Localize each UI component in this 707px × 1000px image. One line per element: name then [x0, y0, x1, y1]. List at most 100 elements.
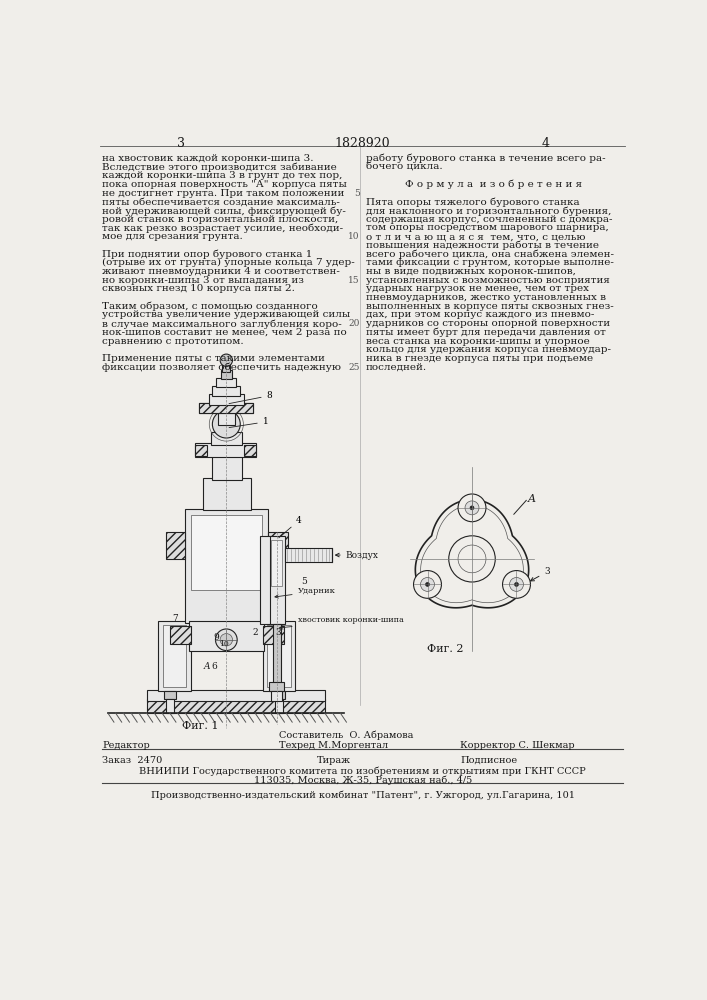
Text: в случае максимального заглубления коро-: в случае максимального заглубления коро- — [103, 319, 342, 329]
Bar — [158, 620, 191, 691]
Text: сквозных гнезд 10 корпуса пяты 2.: сквозных гнезд 10 корпуса пяты 2. — [103, 284, 296, 293]
Bar — [146, 690, 325, 701]
Text: Фиг. 1: Фиг. 1 — [182, 721, 219, 731]
Text: Фиг. 2: Фиг. 2 — [426, 644, 463, 654]
Text: 9: 9 — [214, 633, 219, 642]
Circle shape — [449, 536, 495, 582]
Text: Техред М.Моргентал: Техред М.Моргентал — [279, 741, 388, 750]
Circle shape — [212, 410, 240, 438]
Text: сравнению с прототипом.: сравнению с прототипом. — [103, 337, 244, 346]
Text: 113035, Москва, Ж-35, Раушская наб., 4/5: 113035, Москва, Ж-35, Раушская наб., 4/5 — [254, 775, 472, 785]
Text: Тираж: Тираж — [317, 756, 351, 765]
Bar — [223, 363, 230, 372]
Text: Производственно-издательский комбинат "Патент", г. Ужгород, ул.Гагарина, 101: Производственно-издательский комбинат "П… — [151, 791, 575, 800]
Text: том опоры посредством шарового шарнира,: том опоры посредством шарового шарнира, — [366, 223, 609, 232]
Text: Воздух: Воздух — [336, 551, 379, 560]
Text: пока опорная поверхность "А" корпуса пяты: пока опорная поверхность "А" корпуса пят… — [103, 180, 347, 189]
Bar — [273, 691, 285, 699]
Bar — [199, 403, 253, 413]
Text: так как резко возрастает усилие, необходи-: так как резко возрастает усилие, необход… — [103, 223, 344, 233]
Text: 20: 20 — [349, 319, 360, 328]
Text: 2: 2 — [252, 628, 258, 637]
Circle shape — [470, 506, 474, 510]
Text: пяты имеет бурт для передачи давления от: пяты имеет бурт для передачи давления от — [366, 328, 606, 337]
Bar — [216, 378, 236, 387]
Text: 25: 25 — [348, 363, 360, 372]
Text: Таким образом, с помощью созданного: Таким образом, с помощью созданного — [103, 302, 318, 311]
Text: (отрыве их от грунта) упорные кольца 7 удер-: (отрыве их от грунта) упорные кольца 7 у… — [103, 258, 355, 267]
Circle shape — [503, 571, 530, 598]
Text: Корректор С. Шекмар: Корректор С. Шекмар — [460, 741, 575, 750]
Text: При поднятии опор бурового станка 1: При поднятии опор бурового станка 1 — [103, 250, 312, 259]
Text: Редактор: Редактор — [103, 741, 150, 750]
Text: кольцо для удержания корпуса пневмоудар-: кольцо для удержания корпуса пневмоудар- — [366, 345, 611, 354]
Text: нок-шипов составит не менее, чем 2 раза по: нок-шипов составит не менее, чем 2 раза … — [103, 328, 347, 337]
Text: Ударник: Ударник — [275, 587, 336, 598]
Text: установленных с возможностью восприятия: установленных с возможностью восприятия — [366, 276, 609, 285]
Text: о т л и ч а ю щ а я с я  тем, что, с целью: о т л и ч а ю щ а я с я тем, что, с цель… — [366, 232, 585, 241]
Text: пневмоударников, жестко установленных в: пневмоударников, жестко установленных в — [366, 293, 606, 302]
Text: для наклонного и горизонтального бурения,: для наклонного и горизонтального бурения… — [366, 206, 611, 216]
Text: 5: 5 — [354, 189, 360, 198]
Text: 10: 10 — [219, 640, 229, 648]
Text: A: A — [204, 662, 210, 671]
Text: последней.: последней. — [366, 363, 427, 372]
Bar — [146, 699, 325, 713]
Text: всего рабочего цикла, она снабжена элемен-: всего рабочего цикла, она снабжена элеме… — [366, 250, 614, 259]
Text: A: A — [528, 494, 536, 504]
Bar — [189, 620, 264, 651]
Text: 15: 15 — [348, 276, 360, 285]
Bar — [285, 548, 332, 562]
Bar — [218, 411, 235, 425]
Text: ны в виде подвижных коронок-шипов,: ны в виде подвижных коронок-шипов, — [366, 267, 575, 276]
Text: 5: 5 — [301, 578, 308, 586]
Text: повышения надежности работы в течение: повышения надежности работы в течение — [366, 241, 599, 250]
Text: 10: 10 — [348, 232, 360, 241]
Bar — [211, 432, 242, 445]
Text: ударников со стороны опорной поверхности: ударников со стороны опорной поверхности — [366, 319, 610, 328]
Bar — [260, 536, 270, 624]
Text: тами фиксации с грунтом, которые выполне-: тами фиксации с грунтом, которые выполне… — [366, 258, 614, 267]
Text: веса станка на коронки-шипы и упорное: веса станка на коронки-шипы и упорное — [366, 337, 590, 346]
Text: выполненных в корпусе пяты сквозных гнез-: выполненных в корпусе пяты сквозных гнез… — [366, 302, 614, 311]
Bar — [166, 699, 174, 713]
Text: ной удерживающей силы, фиксирующей бу-: ной удерживающей силы, фиксирующей бу- — [103, 206, 346, 216]
Bar — [212, 456, 242, 480]
Text: 1828920: 1828920 — [334, 137, 390, 150]
Bar — [163, 691, 176, 699]
Circle shape — [515, 583, 518, 586]
Text: Вследствие этого производится забивание: Вследствие этого производится забивание — [103, 163, 337, 172]
Bar — [269, 682, 284, 691]
Bar — [271, 691, 282, 701]
Circle shape — [458, 545, 486, 573]
Bar — [199, 403, 253, 413]
Bar — [185, 509, 268, 623]
Circle shape — [216, 629, 237, 651]
Bar — [209, 394, 244, 405]
Text: фиксации позволяет обеспечить надежную: фиксации позволяет обеспечить надежную — [103, 363, 341, 372]
Text: не достигнет грунта. При таком положении: не достигнет грунта. При таком положении — [103, 189, 345, 198]
Text: ника в гнезде корпуса пяты при подъеме: ника в гнезде корпуса пяты при подъеме — [366, 354, 593, 363]
Circle shape — [426, 583, 429, 586]
Bar — [203, 478, 251, 510]
Bar — [195, 445, 207, 456]
Text: 4: 4 — [542, 137, 549, 150]
Bar — [212, 386, 240, 396]
Text: 8: 8 — [229, 391, 272, 404]
Text: ровой станок в горизонтальной плоскости,: ровой станок в горизонтальной плоскости, — [103, 215, 339, 224]
Bar — [263, 620, 296, 691]
Text: мое для срезания грунта.: мое для срезания грунта. — [103, 232, 243, 241]
Bar — [244, 445, 256, 456]
Bar — [195, 443, 256, 457]
Text: Заказ  2470: Заказ 2470 — [103, 756, 163, 765]
Text: Подписное: Подписное — [460, 756, 518, 765]
Bar — [263, 626, 284, 644]
Circle shape — [465, 501, 479, 515]
Text: Применение пяты с такими элементами: Применение пяты с такими элементами — [103, 354, 325, 363]
Bar — [273, 624, 281, 693]
Circle shape — [421, 577, 435, 591]
Polygon shape — [415, 500, 529, 608]
Text: 1: 1 — [229, 417, 269, 428]
Text: ударных нагрузок не менее, чем от трех: ударных нагрузок не менее, чем от трех — [366, 284, 589, 293]
Text: на хвостовик каждой коронки-шипа 3.: на хвостовик каждой коронки-шипа 3. — [103, 154, 314, 163]
